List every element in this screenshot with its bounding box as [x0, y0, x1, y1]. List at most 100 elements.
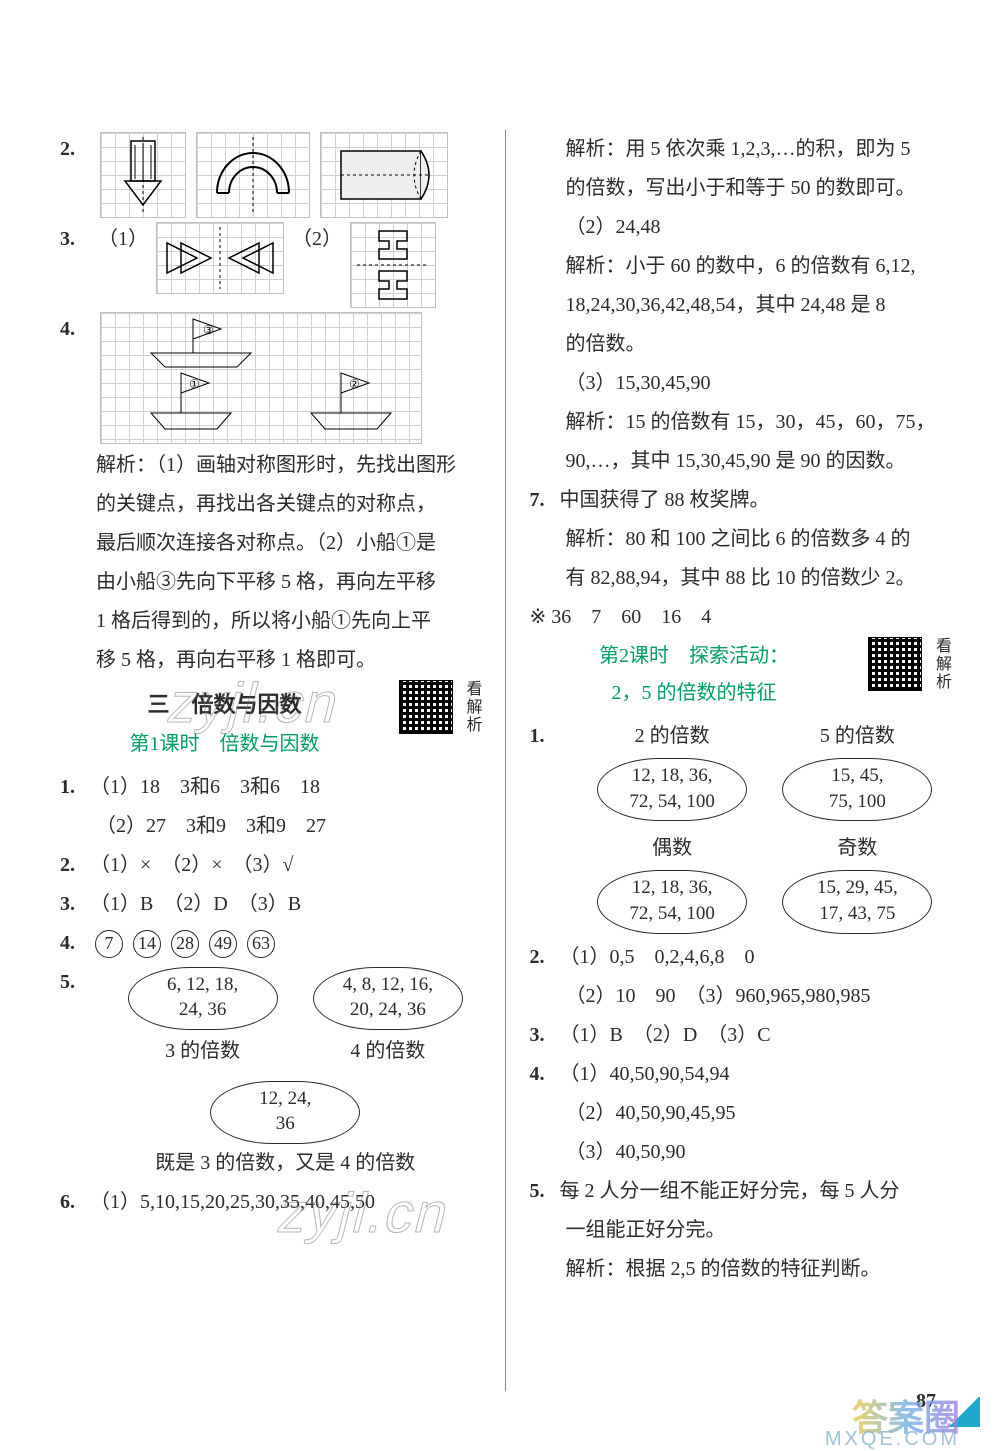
left-explain-1: 解析：（1）画轴对称图形时，先找出图形 — [60, 448, 481, 483]
r-p3: （3）15,30,45,90 — [530, 366, 951, 401]
r-b2: 2.（1）0,5 0,2,4,6,8 0 — [530, 940, 951, 975]
item-number: 4. — [60, 926, 90, 961]
oval-label: 2 的倍数 — [635, 719, 710, 754]
text: （1）B （2）D （3）C — [560, 1024, 771, 1046]
oval-set: 6, 12, 18, 24, 36 — [128, 967, 278, 1030]
item-number: 5. — [60, 965, 90, 1000]
cylinder-icon — [321, 133, 447, 217]
item-number: 4. — [530, 1057, 560, 1092]
qr-label: 看解析 — [932, 637, 950, 691]
svg-text:③: ③ — [203, 323, 214, 337]
oval-set: 12, 18, 36, 72, 54, 100 — [597, 758, 747, 821]
oval-set: 15, 29, 45, 17, 43, 75 — [782, 870, 932, 933]
r-star: ※ 36 7 60 16 4 — [530, 600, 951, 635]
oval-set: 12, 18, 36, 72, 54, 100 — [597, 870, 747, 933]
h-shape-icon — [351, 223, 435, 307]
q3-row: 3. （1） （2） — [60, 222, 481, 308]
r-expD-2: 有 82,88,94，其中 88 比 10 的倍数少 2。 — [530, 561, 951, 596]
text: 12, 24, — [225, 1086, 345, 1112]
l-a4: 4. 7 14 28 49 63 — [60, 926, 481, 961]
q3-part1-label: （1） — [98, 222, 148, 257]
svg-text:①: ① — [189, 377, 200, 391]
arch-icon — [197, 133, 309, 217]
oval-label: 5 的倍数 — [820, 719, 895, 754]
right-column: 解析：用 5 依次乘 1,2,3,…的积，即为 5 的倍数，写出小于和等于 50… — [530, 130, 951, 1391]
item-number: 2. — [530, 940, 560, 975]
text: 20, 24, 36 — [328, 997, 448, 1023]
circled-number: 7 — [95, 930, 123, 958]
text: 12, 18, 36, — [612, 875, 732, 901]
r-b4b: （2）40,50,90,45,95 — [530, 1096, 951, 1131]
r-expB-2: 18,24,30,36,42,48,54，其中 24,48 是 8 — [530, 288, 951, 323]
brand-sub: MXQE.COM — [825, 1428, 960, 1451]
section-header-block: 三 倍数与因数 第1课时 倍数与因数 看解析 — [60, 680, 481, 768]
l-a6: 6.（1）5,10,15,20,25,30,35,40,45,50 — [60, 1185, 481, 1220]
left-explain-6: 移 5 格，再向右平移 1 格即可。 — [60, 643, 481, 678]
q4-fig-boats: ③ ① — [100, 312, 422, 444]
q3-fig-tri — [156, 222, 284, 294]
q2-fig-arrow — [100, 132, 186, 218]
oval-label: 3 的倍数 — [165, 1034, 240, 1069]
oval-set: 12, 24, 36 — [210, 1081, 360, 1144]
left-explain-2: 的关键点，再找出各关键点的对称点， — [60, 487, 481, 522]
q2-fig-cyl — [320, 132, 448, 218]
text: 15, 29, 45, — [797, 875, 917, 901]
oval-label: 偶数 — [652, 831, 692, 866]
page: 2. — [0, 0, 1000, 1451]
item-number: 6. — [60, 1185, 90, 1220]
text: 72, 54, 100 — [612, 901, 732, 927]
qr-code-icon[interactable] — [868, 637, 922, 691]
text: 17, 43, 75 — [797, 901, 917, 927]
left-explain-3: 最后顺次连接各对称点。（2）小船①是 — [60, 526, 481, 561]
r-expE: 解析：根据 2,5 的倍数的特征判断。 — [530, 1252, 951, 1287]
left-column: 2. — [60, 130, 481, 1391]
text: （1）画轴对称图形时，先找出图形 — [156, 454, 456, 476]
text: 中国获得了 88 枚奖牌。 — [560, 489, 770, 511]
svg-text:②: ② — [349, 377, 360, 391]
q3-fig-h — [350, 222, 436, 308]
r-b4c: （3）40,50,90 — [530, 1135, 951, 1170]
r-expB-1: 解析：小于 60 的数中，6 的倍数有 6,12, — [530, 249, 951, 284]
l-a5: 5. 6, 12, 18, 24, 36 3 的倍数 4, 8, 1 — [60, 965, 481, 1182]
r-expD-1: 解析：80 和 100 之间比 6 的倍数多 4 的 — [530, 522, 951, 557]
arrow-down-icon — [101, 133, 185, 217]
column-divider — [505, 130, 506, 1391]
q2-number: 2. — [60, 132, 90, 167]
text: （1）40,50,90,54,94 — [560, 1063, 730, 1085]
r-expC-2: 90,…，其中 15,30,45,90 是 90 的因数。 — [530, 444, 951, 479]
lesson-2-title-b: 2，5 的倍数的特征 — [530, 676, 859, 711]
item-number: 2. — [60, 848, 90, 883]
l-a1: 1.（1）18 3和6 3和6 18 — [60, 770, 481, 805]
text: （1）18 3和6 3和6 18 — [90, 776, 320, 798]
item-number: 3. — [60, 887, 90, 922]
text: 15, 45, — [797, 763, 917, 789]
circled-number: 28 — [171, 930, 199, 958]
section-title: 三 倍数与因数 — [60, 686, 389, 725]
text: 24, 36 — [143, 997, 263, 1023]
q2-row: 2. — [60, 132, 481, 218]
q4-number: 4. — [60, 312, 90, 347]
left-explain-4: 由小船③先向下平移 5 格，再向左平移 — [60, 565, 481, 600]
r-b1: 1. 2 的倍数 12, 18, 36, 72, 54, 100 5 的倍数 — [530, 719, 951, 936]
circled-number: 49 — [209, 930, 237, 958]
qr-label: 看解析 — [463, 680, 481, 734]
oval-row-1: 6, 12, 18, 24, 36 3 的倍数 4, 8, 12, 16, 20… — [90, 965, 481, 1069]
circled-number: 63 — [247, 930, 275, 958]
text: （1）0,5 0,2,4,6,8 0 — [560, 946, 755, 968]
text: （1）5,10,15,20,25,30,35,40,45,50 — [90, 1191, 375, 1213]
q3-part2-label: （2） — [292, 222, 342, 257]
item-number: 1. — [60, 770, 90, 805]
text: 每 2 人分一组不能正好分完，每 5 人分 — [560, 1180, 900, 1202]
qr-code-icon[interactable] — [399, 680, 453, 734]
lesson-2-title-a: 第2课时 探索活动： — [530, 639, 859, 674]
r-b4: 4.（1）40,50,90,54,94 — [530, 1057, 951, 1092]
text: 72, 54, 100 — [612, 789, 732, 815]
oval-label: 奇数 — [837, 831, 877, 866]
left-explain-5: 1 格后得到的，所以将小船①先向上平 — [60, 604, 481, 639]
r-b5b: 一组能正好分完。 — [530, 1213, 951, 1248]
r-q7: 7.中国获得了 88 枚奖牌。 — [530, 483, 951, 518]
oval-set: 15, 45, 75, 100 — [782, 758, 932, 821]
lesson-1-title: 第1课时 倍数与因数 — [60, 727, 389, 762]
boats-icon: ③ ① — [101, 313, 421, 443]
q2-fig-arch — [196, 132, 310, 218]
